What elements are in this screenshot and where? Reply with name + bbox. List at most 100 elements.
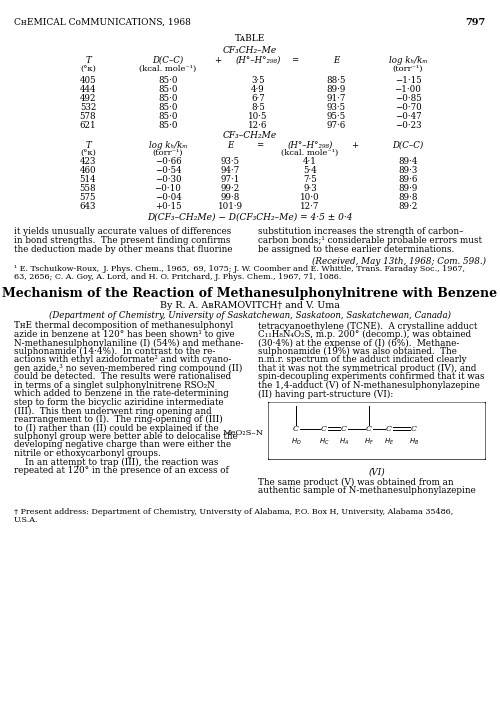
Text: (H°–H°₂₉₈): (H°–H°₂₉₈) (236, 56, 281, 65)
Text: 85·0: 85·0 (158, 103, 178, 112)
Text: 12·6: 12·6 (248, 121, 268, 130)
Text: gen azide,³ no seven-membered ring compound (II): gen azide,³ no seven-membered ring compo… (14, 364, 242, 373)
Text: † Present address: Department of Chemistry, University of Alabama, P.O. Box H, U: † Present address: Department of Chemist… (14, 508, 453, 516)
Text: 405: 405 (80, 76, 96, 85)
Text: $H_F$: $H_F$ (364, 437, 374, 447)
Text: 85·0: 85·0 (158, 85, 178, 94)
Text: C: C (411, 425, 417, 433)
Text: CF₃–CH₂Me: CF₃–CH₂Me (223, 131, 277, 140)
Text: (VI): (VI) (368, 468, 386, 477)
Text: n.m.r. spectrum of the adduct indicated clearly: n.m.r. spectrum of the adduct indicated … (258, 355, 466, 365)
Text: it yields unusually accurate values of differences: it yields unusually accurate values of d… (14, 227, 231, 236)
Text: step to form the bicyclic aziridine intermediate: step to form the bicyclic aziridine inte… (14, 398, 224, 407)
Text: carbon bonds;¹ considerable probable errors must: carbon bonds;¹ considerable probable err… (258, 236, 482, 245)
Text: (H°–H°₂₉₈): (H°–H°₂₉₈) (288, 141, 333, 150)
Text: C: C (366, 425, 372, 433)
Text: to (I) rather than (II) could be explained if the: to (I) rather than (II) could be explain… (14, 423, 218, 432)
Text: 97·6: 97·6 (326, 121, 345, 130)
Text: 85·0: 85·0 (158, 112, 178, 121)
Text: 63, 2656; C. A. Goy, A. Lord, and H. O. Pritchard, J. Phys. Chem., 1967, 71, 108: 63, 2656; C. A. Goy, A. Lord, and H. O. … (14, 274, 342, 282)
Text: In an attempt to trap (III), the reaction was: In an attempt to trap (III), the reactio… (14, 458, 218, 466)
Text: 460: 460 (80, 166, 96, 175)
Text: U.S.A.: U.S.A. (14, 516, 38, 524)
Text: 97·1: 97·1 (220, 175, 240, 184)
Text: TʜE thermal decomposition of methanesulphonyl: TʜE thermal decomposition of methanesulp… (14, 321, 233, 331)
Text: (°κ): (°κ) (80, 149, 96, 157)
Text: 85·0: 85·0 (158, 94, 178, 103)
Text: +: + (352, 141, 358, 150)
Text: C: C (321, 425, 327, 433)
Text: 89·6: 89·6 (398, 175, 417, 184)
Text: 89·3: 89·3 (398, 166, 417, 175)
Text: (III).  This then underwent ring opening and: (III). This then underwent ring opening … (14, 406, 211, 416)
Text: 532: 532 (80, 103, 96, 112)
Text: 10·5: 10·5 (248, 112, 268, 121)
Text: 89·2: 89·2 (398, 202, 417, 211)
Text: (torr⁻¹): (torr⁻¹) (153, 149, 183, 157)
Text: T: T (85, 141, 91, 150)
Text: 12·7: 12·7 (300, 202, 320, 211)
Text: 89·8: 89·8 (398, 193, 418, 202)
Text: 578: 578 (80, 112, 96, 121)
Text: $H_E$: $H_E$ (384, 437, 394, 447)
Text: 621: 621 (80, 121, 96, 130)
Text: (°κ): (°κ) (80, 65, 96, 73)
Text: which added to benzene in the rate-determining: which added to benzene in the rate-deter… (14, 389, 229, 399)
Text: C: C (293, 425, 299, 433)
Text: 7·5: 7·5 (303, 175, 317, 184)
Text: actions with ethyl azidoformate² and with cyano-: actions with ethyl azidoformate² and wit… (14, 355, 232, 365)
Text: the 1,4-adduct (V) of N-methanesulphonylazepine: the 1,4-adduct (V) of N-methanesulphonyl… (258, 381, 480, 390)
Text: rearrangement to (I).  The ring-opening of (III): rearrangement to (I). The ring-opening o… (14, 415, 223, 424)
Text: D(C–C): D(C–C) (152, 56, 184, 65)
Text: 89·9: 89·9 (326, 85, 345, 94)
Text: By R. A. AʙRAMOVITCH† and V. Uma: By R. A. AʙRAMOVITCH† and V. Uma (160, 301, 340, 310)
Text: E: E (333, 56, 339, 65)
Text: sulphonamide (19%) was also obtained.  The: sulphonamide (19%) was also obtained. Th… (258, 347, 457, 356)
Text: 99·8: 99·8 (220, 193, 240, 202)
Text: −1·15: −1·15 (394, 76, 421, 85)
Text: =: = (292, 56, 298, 65)
Text: E: E (227, 141, 233, 150)
Text: $H_C$: $H_C$ (318, 437, 330, 447)
Text: sulphonamide (14·4%).  In contrast to the re-: sulphonamide (14·4%). In contrast to the… (14, 347, 215, 356)
Text: ¹ E. Tschuikow-Roux,  J. Phys. Chem., 1965,  69, 1075; J. W. Coomber and E. Whit: ¹ E. Tschuikow-Roux, J. Phys. Chem., 196… (14, 266, 465, 274)
Text: (II) having part-structure (VI):: (II) having part-structure (VI): (258, 389, 394, 399)
Text: −0·54: −0·54 (154, 166, 182, 175)
Text: 4·1: 4·1 (303, 157, 317, 166)
Text: −0·70: −0·70 (394, 103, 421, 112)
Text: $H_D$: $H_D$ (290, 437, 302, 447)
Text: 4·9: 4·9 (251, 85, 265, 94)
Text: −0·47: −0·47 (394, 112, 421, 121)
Text: in bond strengths.  The present finding confirms: in bond strengths. The present finding c… (14, 236, 230, 245)
Text: −0·85: −0·85 (394, 94, 421, 103)
Text: −0·10: −0·10 (154, 184, 182, 193)
Text: 3·5: 3·5 (251, 76, 265, 85)
Text: C: C (386, 425, 392, 433)
Text: be assigned to these earlier determinations.: be assigned to these earlier determinati… (258, 245, 454, 253)
Text: 5·4: 5·4 (303, 166, 317, 175)
Text: D(CF₃–CH₂Me) − D(CF₃CH₂–Me) = 4·5 ± 0·4: D(CF₃–CH₂Me) − D(CF₃CH₂–Me) = 4·5 ± 0·4 (147, 213, 353, 222)
Text: D(C–C): D(C–C) (392, 141, 424, 150)
Text: −0·30: −0·30 (154, 175, 182, 184)
Text: The same product (V) was obtained from an: The same product (V) was obtained from a… (258, 478, 454, 487)
Text: 558: 558 (80, 184, 96, 193)
Text: 575: 575 (80, 193, 96, 202)
Text: 88·5: 88·5 (326, 76, 346, 85)
Text: 91·7: 91·7 (326, 94, 345, 103)
Text: (kcal. mole⁻¹): (kcal. mole⁻¹) (282, 149, 339, 157)
Text: 10·0: 10·0 (300, 193, 320, 202)
Text: +0·15: +0·15 (154, 202, 182, 211)
Text: the deduction made by other means that fluorine: the deduction made by other means that f… (14, 245, 232, 253)
Text: 643: 643 (80, 202, 96, 211)
Text: (Department of Chemistry, University of Saskatchewan, Saskatoon, Saskatchewan, C: (Department of Chemistry, University of … (49, 310, 451, 320)
FancyBboxPatch shape (268, 402, 486, 460)
Text: log kₕ/kₘ: log kₕ/kₘ (148, 141, 188, 150)
Text: −0·66: −0·66 (154, 157, 182, 166)
Text: tetracyanoethylene (TCNE).  A crystalline adduct: tetracyanoethylene (TCNE). A crystalline… (258, 321, 478, 331)
Text: azide in benzene at 120° has been shown¹ to give: azide in benzene at 120° has been shown¹… (14, 330, 234, 339)
Text: −0·04: −0·04 (154, 193, 182, 202)
Text: sulphonyl group were better able to delocalise the: sulphonyl group were better able to delo… (14, 432, 238, 441)
Text: C₁₁H₈N₄O₂S, m.p. 200° (decomp.), was obtained: C₁₁H₈N₄O₂S, m.p. 200° (decomp.), was obt… (258, 330, 471, 339)
Text: (Received, May 13th, 1968; Com. 598.): (Received, May 13th, 1968; Com. 598.) (312, 256, 486, 266)
Text: 89·4: 89·4 (398, 157, 417, 166)
